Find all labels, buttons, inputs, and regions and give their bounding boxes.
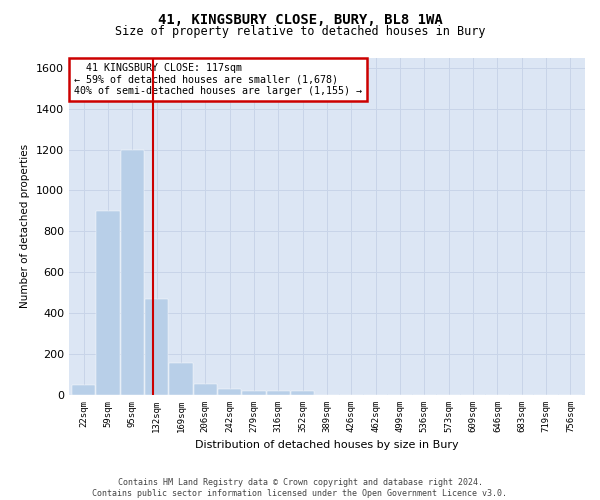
Text: Size of property relative to detached houses in Bury: Size of property relative to detached ho… (115, 25, 485, 38)
Bar (194, 384, 217, 395)
Y-axis label: Number of detached properties: Number of detached properties (20, 144, 31, 308)
Bar (242, 391, 266, 395)
Bar (121, 150, 144, 395)
Bar (169, 364, 193, 395)
Bar (97, 211, 119, 395)
Text: 41 KINGSBURY CLOSE: 117sqm
← 59% of detached houses are smaller (1,678)
40% of s: 41 KINGSBURY CLOSE: 117sqm ← 59% of deta… (74, 62, 362, 96)
Bar (218, 390, 241, 395)
X-axis label: Distribution of detached houses by size in Bury: Distribution of detached houses by size … (195, 440, 459, 450)
Text: Contains HM Land Registry data © Crown copyright and database right 2024.
Contai: Contains HM Land Registry data © Crown c… (92, 478, 508, 498)
Bar (291, 392, 314, 395)
Bar (267, 392, 290, 395)
Bar (145, 299, 168, 395)
Bar (72, 385, 95, 395)
Text: 41, KINGSBURY CLOSE, BURY, BL8 1WA: 41, KINGSBURY CLOSE, BURY, BL8 1WA (158, 12, 442, 26)
